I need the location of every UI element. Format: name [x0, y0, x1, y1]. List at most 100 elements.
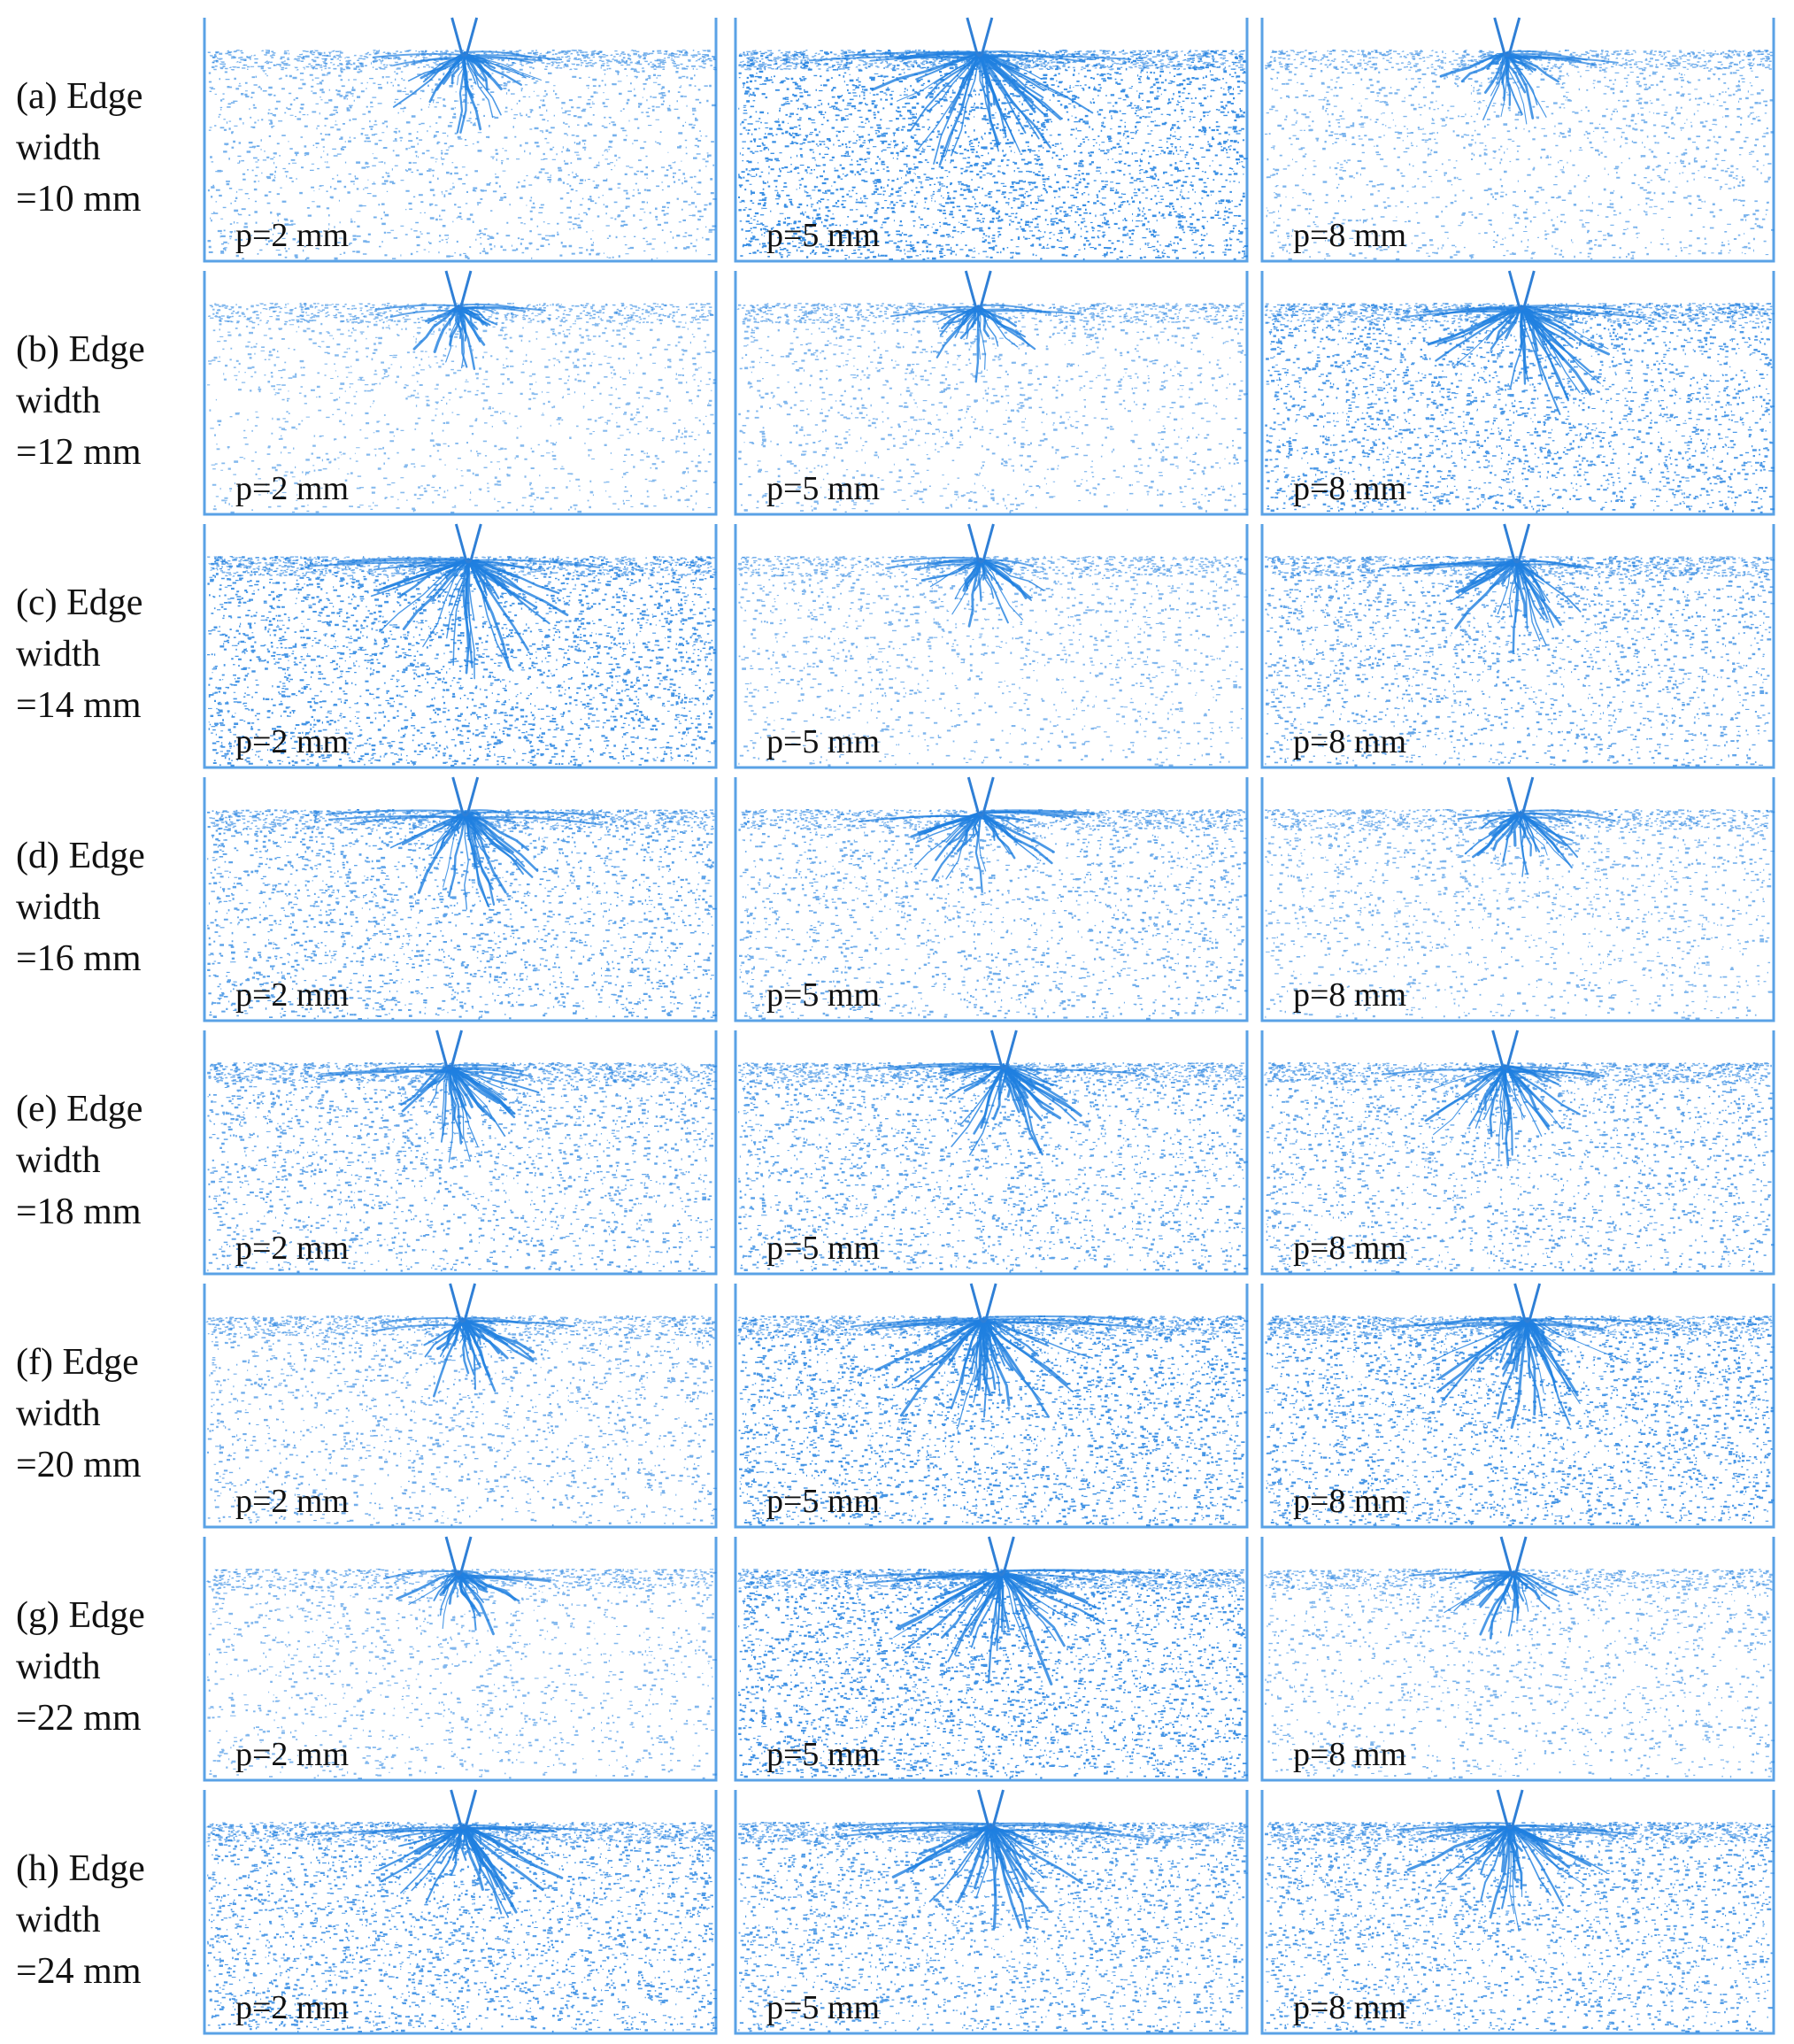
crack-cluster [835, 1822, 1143, 1931]
spacing-label: p=8 mm [1293, 1736, 1407, 1773]
crack-cluster [851, 1315, 1150, 1428]
crack-cluster [307, 557, 601, 680]
crack-cluster [1439, 50, 1619, 125]
surface-band [736, 1569, 1245, 1590]
particle-field [203, 1789, 718, 2035]
spacing-label: p=2 mm [235, 217, 350, 254]
cutter-tip [1491, 1030, 1520, 1070]
particle-field [203, 270, 718, 516]
particles [738, 1315, 1249, 1527]
cutter-tip [449, 1283, 477, 1323]
specimen-frame [203, 524, 718, 769]
figure-row: (g) Edge width =22 mm p=2 mm p=5 mm p=8 mm [0, 1536, 1794, 1790]
spacing-label: p=5 mm [766, 1483, 881, 1520]
row-label: (f) Edge width =20 mm [16, 1337, 193, 1491]
simulation-panel: p=8 mm [1260, 1030, 1775, 1276]
surface-band [738, 1062, 1248, 1084]
particles [1265, 1315, 1775, 1527]
simulation-panel: p=8 mm [1260, 1536, 1775, 1782]
cutter-tip [1499, 1536, 1528, 1577]
cutter-tip [435, 1030, 463, 1070]
specimen-frame [1260, 1284, 1775, 1529]
particles [738, 50, 1249, 260]
particles [207, 1822, 718, 2033]
specimen-frame [734, 524, 1249, 769]
spacing-label: p=2 mm [235, 1989, 350, 2026]
spacing-label: p=8 mm [1293, 723, 1407, 760]
crack-cluster [809, 50, 1132, 166]
spacing-label: p=5 mm [766, 1989, 881, 2026]
simulation-panel: p=8 mm [1260, 523, 1775, 769]
spacing-label: p=8 mm [1293, 470, 1407, 507]
crack-cluster [317, 1063, 540, 1163]
specimen-frame [203, 271, 718, 516]
row-label: (b) Edge width =12 mm [16, 324, 193, 478]
particle-field [1260, 1030, 1775, 1276]
particle-field [734, 1030, 1249, 1276]
crack-cluster [862, 1062, 1136, 1156]
simulation-panel: p=5 mm [734, 776, 1249, 1022]
spacing-label: p=2 mm [235, 723, 350, 760]
row-label: (d) Edge width =16 mm [16, 830, 193, 984]
simulation-panel: p=2 mm [203, 17, 718, 263]
spacing-label: p=2 mm [235, 1736, 350, 1773]
row-label-line: width [16, 1900, 101, 1940]
specimen-frame [1260, 1537, 1775, 1782]
particles [1265, 50, 1775, 261]
particles [207, 50, 717, 261]
surface-band [1265, 556, 1773, 577]
cutter-tip [1513, 1283, 1542, 1323]
row-label-line: width [16, 1140, 101, 1181]
spacing-label: p=8 mm [1293, 976, 1407, 1014]
row-label-line: =10 mm [16, 179, 142, 220]
simulation-panel: p=5 mm [734, 1536, 1249, 1782]
simulation-panel: p=5 mm [734, 1030, 1249, 1276]
crack-cluster [327, 809, 603, 910]
particle-field [734, 270, 1249, 516]
row-label-line: width [16, 1393, 101, 1434]
specimen-frame [203, 1790, 718, 2035]
particles [207, 556, 717, 767]
surface-band [207, 303, 713, 324]
simulation-panel: p=2 mm [203, 1789, 718, 2035]
particles [1265, 1062, 1775, 1274]
particle-field [1260, 523, 1775, 769]
row-label: (c) Edge width =14 mm [16, 577, 193, 731]
spacing-label: p=5 mm [766, 723, 881, 760]
specimen-frame [203, 18, 718, 263]
cutter-tip [964, 270, 992, 311]
particles [738, 556, 1249, 767]
simulation-panel: p=5 mm [734, 270, 1249, 516]
spacing-label: p=8 mm [1293, 1483, 1407, 1520]
spacing-label: p=2 mm [235, 1483, 350, 1520]
simulation-panel: p=2 mm [203, 270, 718, 516]
particle-field [1260, 1789, 1775, 2035]
row-label-line: (a) Edge [16, 76, 143, 117]
cutter-tip [977, 1789, 1005, 1830]
particle-field [734, 523, 1249, 769]
particles [738, 1569, 1248, 1779]
row-label-line: width [16, 634, 101, 675]
cutter-tip [454, 523, 482, 564]
row-label: (g) Edge width =22 mm [16, 1590, 193, 1744]
row-label-line: =24 mm [16, 1951, 142, 1992]
simulation-panel: p=2 mm [203, 1030, 718, 1276]
spacing-label: p=8 mm [1293, 1230, 1407, 1267]
simulation-panel: p=8 mm [1260, 1283, 1775, 1529]
crack-cluster [371, 1316, 575, 1398]
simulation-panel: p=8 mm [1260, 270, 1775, 516]
particle-field [1260, 1536, 1775, 1782]
particle-field [203, 523, 718, 769]
spacing-label: p=5 mm [766, 976, 881, 1014]
crack-cluster [1396, 1822, 1633, 1932]
cutter-tip [1506, 776, 1535, 817]
specimen-frame [1260, 271, 1775, 516]
spacing-label: p=8 mm [1293, 1989, 1407, 2026]
particle-field [1260, 270, 1775, 516]
particle-field [1260, 1283, 1775, 1529]
row-label-line: =14 mm [16, 685, 142, 726]
crack-cluster [1457, 809, 1616, 877]
particle-field [734, 1789, 1249, 2035]
simulation-panel: p=8 mm [1260, 17, 1775, 263]
row-label-line: =20 mm [16, 1445, 142, 1485]
